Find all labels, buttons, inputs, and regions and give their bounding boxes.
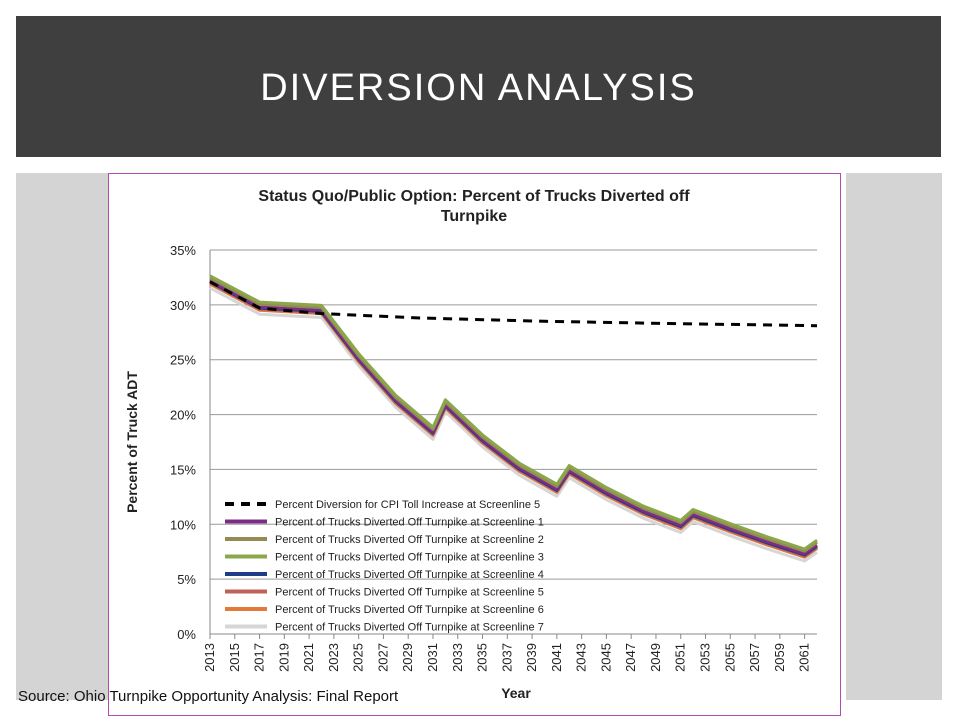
- y-tick-label: 0%: [177, 627, 196, 642]
- x-tick-label: 2029: [400, 643, 415, 672]
- chart-title: Status Quo/Public Option: Percent of Tru…: [258, 188, 690, 205]
- legend-entry: Percent of Trucks Diverted Off Turnpike …: [275, 534, 544, 546]
- y-tick-label: 35%: [170, 243, 196, 258]
- legend-entry: Percent Diversion for CPI Toll Increase …: [275, 499, 540, 511]
- x-tick-label: 2027: [375, 643, 390, 672]
- legend-entry: Percent of Trucks Diverted Off Turnpike …: [275, 587, 544, 599]
- line-chart: Status Quo/Public Option: Percent of Tru…: [124, 188, 818, 701]
- x-tick-label: 2061: [797, 643, 812, 672]
- series-line-screenline-1: [209, 279, 818, 556]
- series-line-screenline-4: [209, 280, 818, 557]
- x-tick-label: 2059: [772, 643, 787, 672]
- source-citation: Source: Ohio Turnpike Opportunity Analys…: [18, 688, 399, 705]
- y-tick-label: 25%: [170, 353, 196, 368]
- x-tick-label: 2023: [326, 643, 341, 672]
- series-line-screenline-5: [209, 281, 818, 558]
- series-line-cpi-toll-increase: [209, 280, 818, 328]
- series-line-screenline-7: [209, 286, 818, 563]
- x-tick-label: 2057: [747, 643, 762, 672]
- x-axis-label: Year: [501, 685, 531, 701]
- x-tick-label: 2025: [351, 643, 366, 672]
- x-tick-label: 2041: [549, 643, 564, 672]
- y-tick-label: 15%: [170, 462, 196, 477]
- y-tick-label: 5%: [177, 572, 196, 587]
- right-side-panel: [846, 173, 942, 700]
- legend-entry: Percent of Trucks Diverted Off Turnpike …: [275, 569, 544, 581]
- series-line-screenline-3: [209, 274, 818, 551]
- legend-entry: Percent of Trucks Diverted Off Turnpike …: [275, 604, 544, 616]
- x-tick-label: 2013: [202, 643, 217, 672]
- x-tick-label: 2035: [475, 643, 490, 672]
- y-tick-label: 20%: [170, 408, 196, 423]
- x-tick-label: 2015: [227, 643, 242, 672]
- title-bar: DIVERSION ANALYSIS: [16, 16, 941, 157]
- x-tick-label: 2047: [623, 643, 638, 672]
- legend-entry: Percent of Trucks Diverted Off Turnpike …: [275, 622, 544, 634]
- x-tick-label: 2053: [698, 643, 713, 672]
- x-tick-label: 2051: [673, 643, 688, 672]
- chart-frame: Status Quo/Public Option: Percent of Tru…: [108, 173, 841, 716]
- y-tick-label: 10%: [170, 517, 196, 532]
- y-axis-label: Percent of Truck ADT: [124, 371, 140, 513]
- legend-entry: Percent of Trucks Diverted Off Turnpike …: [275, 517, 544, 529]
- x-tick-label: 2031: [425, 643, 440, 672]
- left-side-panel: [16, 173, 108, 700]
- y-tick-label: 30%: [170, 298, 196, 313]
- x-tick-label: 2043: [574, 643, 589, 672]
- x-tick-label: 2049: [648, 643, 663, 672]
- slide-title: DIVERSION ANALYSIS: [260, 67, 697, 109]
- x-tick-label: 2045: [598, 643, 613, 672]
- x-tick-label: 2037: [499, 643, 514, 672]
- x-tick-label: 2039: [524, 643, 539, 672]
- x-tick-label: 2055: [722, 643, 737, 672]
- x-tick-label: 2033: [450, 643, 465, 672]
- x-tick-label: 2021: [301, 643, 316, 672]
- legend-entry: Percent of Trucks Diverted Off Turnpike …: [275, 552, 544, 564]
- x-tick-label: 2019: [276, 643, 291, 672]
- chart-title-line-2: Turnpike: [441, 208, 507, 225]
- x-tick-label: 2017: [252, 643, 267, 672]
